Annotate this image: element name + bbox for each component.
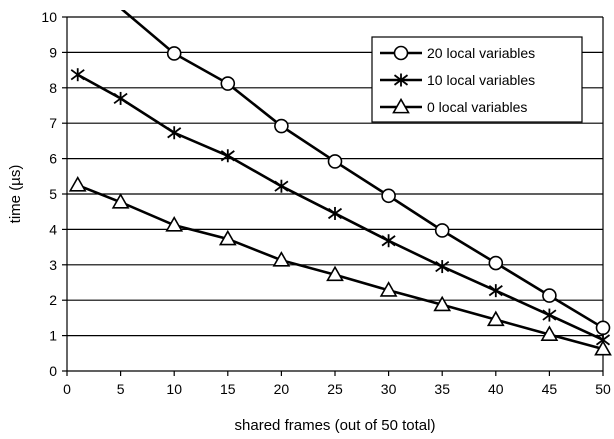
legend-item: 20 local variables <box>380 45 535 61</box>
y-tick-label: 6 <box>49 151 57 167</box>
star-stroke <box>167 127 182 139</box>
star-stroke <box>381 235 396 247</box>
star-stroke <box>327 207 343 220</box>
legend-label: 20 local variables <box>427 45 535 61</box>
series-1 <box>70 68 611 347</box>
marker-star <box>542 308 557 322</box>
x-tick-label: 50 <box>595 381 611 397</box>
star-stroke <box>274 180 289 192</box>
y-tick-label: 4 <box>49 221 57 237</box>
marker-star <box>167 126 182 140</box>
marker-triangle <box>111 193 130 209</box>
marker-star <box>393 73 409 87</box>
marker-triangle <box>392 97 410 114</box>
x-tick-label: 0 <box>63 381 71 397</box>
x-tick-label: 5 <box>117 381 125 397</box>
y-tick-label: 1 <box>49 328 57 344</box>
x-tick-label: 40 <box>488 381 504 397</box>
y-tick-label: 2 <box>49 292 57 308</box>
marker-circle <box>393 45 409 61</box>
marker-star <box>220 149 235 163</box>
series-line <box>120 10 604 329</box>
marker-circle <box>274 118 289 134</box>
star-stroke <box>70 69 85 81</box>
star-stroke <box>435 260 450 273</box>
y-tick-label: 7 <box>49 115 57 131</box>
x-tick-label: 35 <box>434 381 450 397</box>
marker-star <box>435 260 450 274</box>
marker-circle <box>381 188 396 204</box>
star-stroke <box>393 74 409 86</box>
star-stroke <box>488 285 503 297</box>
star-stroke <box>220 150 235 162</box>
y-tick-label: 10 <box>41 9 57 25</box>
marker-triangle <box>326 265 344 282</box>
marker-triangle <box>594 339 612 356</box>
y-tick-label: 3 <box>49 257 57 273</box>
marker-triangle <box>540 325 559 341</box>
star-stroke <box>113 92 128 105</box>
marker-star <box>381 234 396 248</box>
marker-star <box>70 68 85 82</box>
marker-circle <box>542 288 557 303</box>
star-stroke <box>595 334 611 346</box>
legend-label: 0 local variables <box>427 99 527 115</box>
marker-triangle <box>165 216 184 232</box>
marker-triangle <box>433 295 452 312</box>
y-axis-title: time (µs) <box>7 165 24 224</box>
marker-circle <box>434 223 450 238</box>
marker-star <box>488 284 503 298</box>
plot-area <box>68 10 612 356</box>
y-tick-label: 5 <box>49 186 57 202</box>
marker-circle <box>166 46 182 61</box>
marker-star <box>274 179 289 193</box>
legend-item: 10 local variables <box>380 72 535 88</box>
x-tick-label: 30 <box>381 381 397 397</box>
x-tick-label: 45 <box>542 381 558 397</box>
star-stroke <box>542 309 557 321</box>
series-2 <box>68 176 612 356</box>
marker-triangle <box>486 310 505 327</box>
marker-star <box>113 91 128 105</box>
marker-triangle <box>68 176 87 192</box>
marker-triangle <box>379 281 398 297</box>
x-axis-title: shared frames (out of 50 total) <box>235 417 436 434</box>
y-tick-label: 0 <box>49 363 57 379</box>
x-tick-label: 15 <box>220 381 236 397</box>
x-tick-label: 20 <box>274 381 290 397</box>
legend: 20 local variables 10 local variables 0 lo… <box>371 36 583 123</box>
marker-triangle <box>218 229 237 246</box>
marker-circle <box>595 320 611 336</box>
y-tick-label: 9 <box>49 44 57 60</box>
x-tick-label: 25 <box>327 381 343 397</box>
marker-circle <box>220 76 236 91</box>
marker-circle <box>327 154 343 169</box>
legend-label: 10 local variables <box>427 72 535 88</box>
y-tick-label: 8 <box>49 80 57 96</box>
marker-circle <box>488 255 504 271</box>
marker-star <box>327 206 343 220</box>
legend-item: 0 local variables <box>380 97 527 115</box>
marker-triangle <box>272 251 291 267</box>
x-tick-label: 10 <box>166 381 182 397</box>
